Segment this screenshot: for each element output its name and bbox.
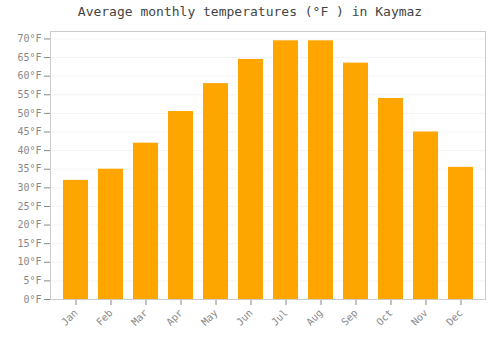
svg-text:60°F: 60°F (17, 70, 41, 81)
svg-text:45°F: 45°F (17, 126, 41, 137)
svg-text:Dec: Dec (444, 307, 465, 328)
svg-text:50°F: 50°F (17, 108, 41, 119)
html-text:Average monthly temperatures (: Average monthly temperatures (°F ) in Ka… (77, 4, 423, 19)
svg-text:Jan: Jan (59, 307, 80, 328)
svg-text:Nov: Nov (409, 307, 430, 328)
svg-text:Feb: Feb (94, 307, 115, 328)
svg-text:35°F: 35°F (17, 163, 41, 174)
svg-text:Aug: Aug (304, 307, 325, 328)
svg-text:Sep: Sep (339, 307, 360, 328)
svg-text:55°F: 55°F (17, 89, 41, 100)
svg-text:Jun: Jun (234, 307, 255, 328)
svg-text:Mar: Mar (129, 307, 150, 328)
svg-text:20°F: 20°F (17, 219, 41, 230)
svg-text:0°F: 0°F (23, 294, 41, 305)
svg-text:10°F: 10°F (17, 256, 41, 267)
svg-text:May: May (199, 307, 220, 328)
svg-text:25°F: 25°F (17, 201, 41, 212)
svg-text:5°F: 5°F (23, 275, 41, 286)
svg-text:40°F: 40°F (17, 145, 41, 156)
svg-text:Apr: Apr (164, 307, 185, 328)
svg-text:65°F: 65°F (17, 52, 41, 63)
svg-text:Jul: Jul (269, 307, 290, 328)
svg-text:30°F: 30°F (17, 182, 41, 193)
svg-text:70°F: 70°F (17, 33, 41, 44)
svg-text:15°F: 15°F (17, 238, 41, 249)
svg-text:Oct: Oct (374, 307, 395, 328)
